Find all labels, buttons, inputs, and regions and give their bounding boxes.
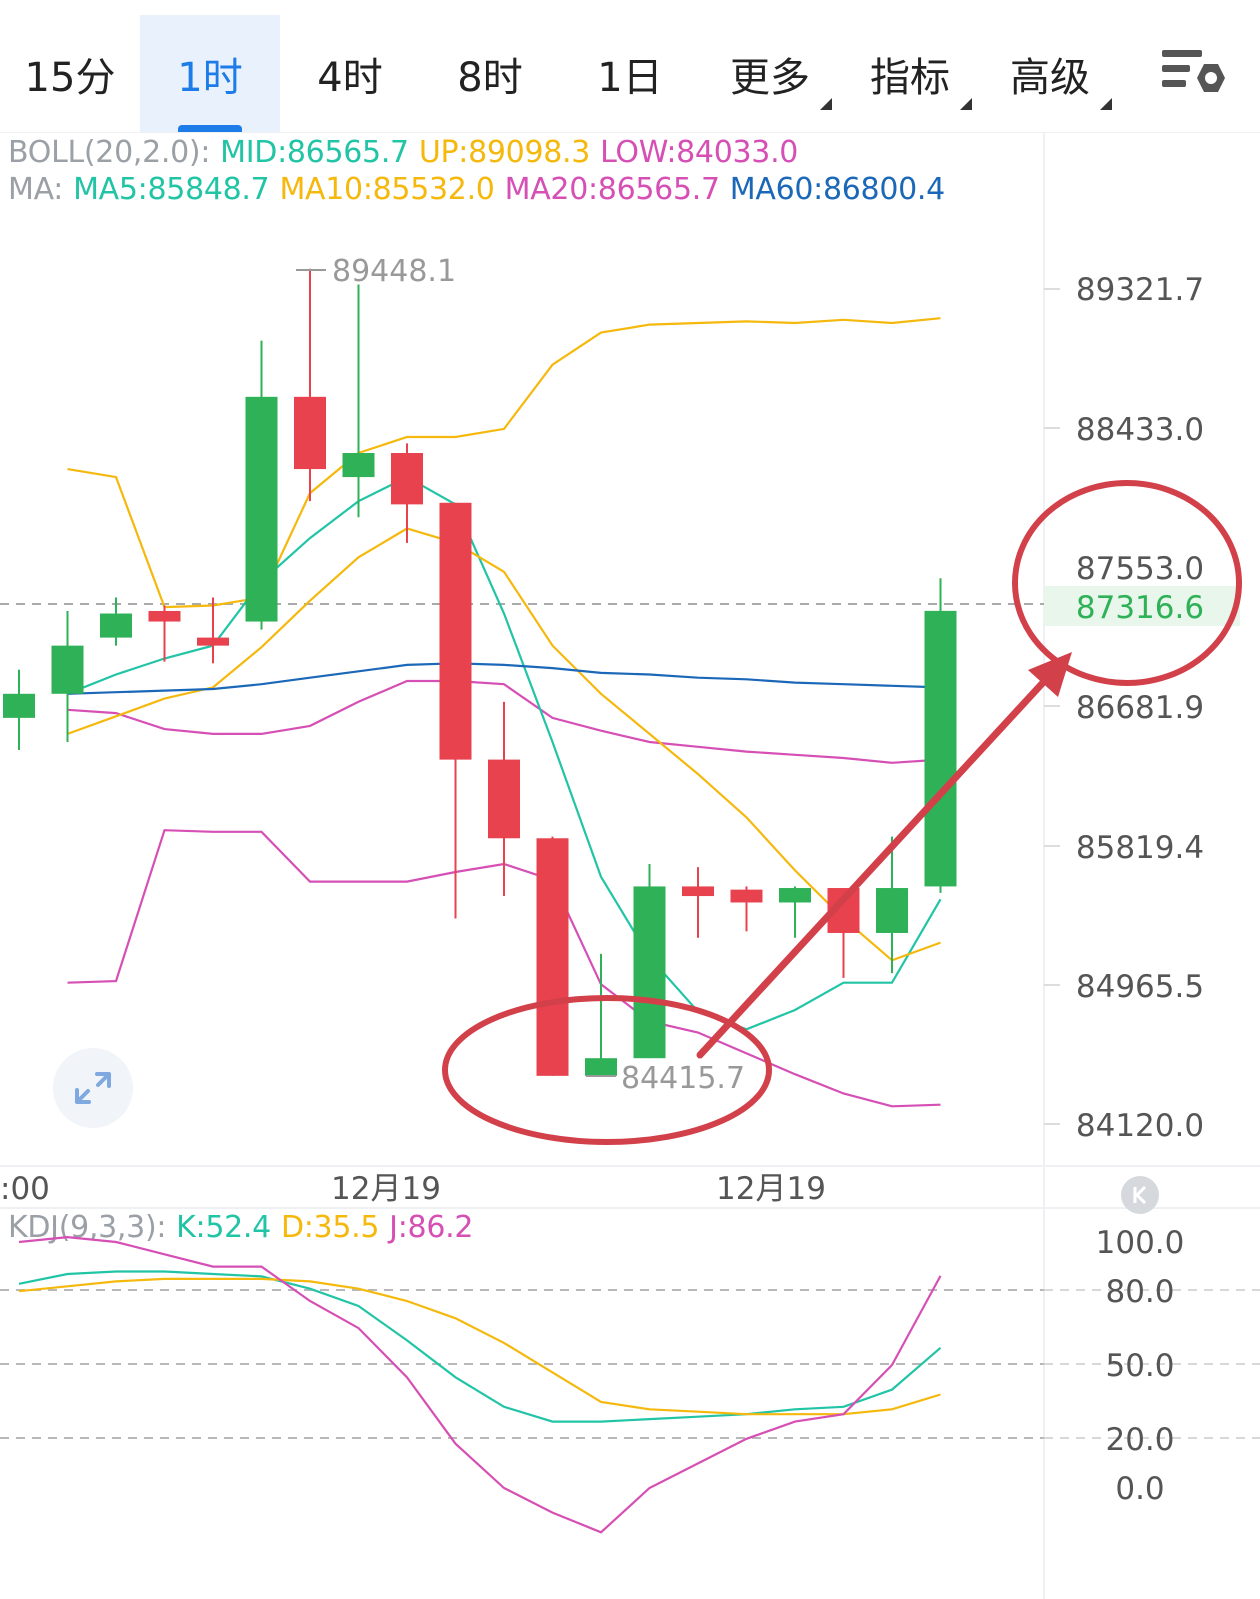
ma-legend: MA: MA5:85848.7 MA10:85532.0 MA20:86565.7 MA… bbox=[8, 172, 955, 207]
candle-body bbox=[391, 453, 423, 505]
boll-low: LOW:84033.0 bbox=[600, 135, 799, 170]
timeframe-tabbar: 15分 1时 4时 8时 1日 更多 指标 高级 bbox=[0, 0, 1260, 133]
tab-label: 1日 bbox=[597, 54, 663, 101]
low-annotation-circle bbox=[442, 995, 772, 1145]
kdj-tick: 50.0 bbox=[1105, 1348, 1174, 1384]
tab-indicators[interactable]: 指标 bbox=[840, 15, 980, 132]
boll-legend: BOLL(20,2.0): MID:86565.7 UP:89098.3 LOW:84… bbox=[8, 135, 808, 170]
kdj-tick: 0.0 bbox=[1115, 1471, 1164, 1507]
candle-body bbox=[245, 396, 278, 622]
candle-body bbox=[633, 886, 666, 1059]
high-price-label: 89448.1 bbox=[332, 254, 456, 289]
candle-body bbox=[342, 453, 375, 478]
boll-name: BOLL(20,2.0): bbox=[8, 135, 211, 170]
kdj-tick: 80.0 bbox=[1105, 1274, 1174, 1310]
tab-label: 高级 bbox=[1010, 54, 1090, 101]
candle-body bbox=[924, 610, 957, 887]
candle-body bbox=[876, 888, 908, 933]
tab-advanced[interactable]: 高级 bbox=[980, 15, 1120, 132]
candle-body bbox=[779, 888, 811, 903]
tab-label: 15分 bbox=[24, 54, 116, 101]
time-tick: 12月19 bbox=[331, 1171, 441, 1207]
candle-body bbox=[51, 645, 84, 694]
kdj-line-k bbox=[18, 1270, 942, 1423]
price-tick: 84120.0 bbox=[1076, 1108, 1204, 1144]
tab-1h[interactable]: 1时 bbox=[140, 15, 280, 132]
trend-arrow-line bbox=[696, 671, 1054, 1059]
kdj-lines bbox=[18, 1235, 942, 1534]
dropdown-triangle-icon bbox=[820, 98, 832, 110]
fullscreen-button[interactable] bbox=[53, 1048, 133, 1128]
candle-body bbox=[682, 886, 714, 897]
series-line-up bbox=[67, 317, 941, 609]
low-price-label: 84415.7 bbox=[621, 1061, 745, 1096]
current-price-tick: 87316.6 bbox=[1076, 590, 1204, 626]
candle-body bbox=[730, 889, 763, 903]
ma10-value: MA10:85532.0 bbox=[279, 172, 495, 207]
candle-body bbox=[536, 838, 569, 1076]
time-tick: 12月19 bbox=[716, 1171, 826, 1207]
kline-reset-button[interactable] bbox=[1121, 1176, 1159, 1214]
tab-4h[interactable]: 4时 bbox=[280, 15, 420, 132]
candle-body bbox=[148, 610, 181, 622]
tab-label: 1时 bbox=[177, 54, 243, 101]
price-tick: 86681.9 bbox=[1076, 690, 1204, 726]
ma60-value: MA60:86800.4 bbox=[729, 172, 945, 207]
active-tab-indicator bbox=[178, 125, 242, 132]
tab-8h[interactable]: 8时 bbox=[420, 15, 560, 132]
tab-label: 4时 bbox=[317, 54, 383, 101]
candlesticks bbox=[3, 268, 957, 1077]
dropdown-triangle-icon bbox=[1100, 98, 1112, 110]
boll-up: UP:89098.3 bbox=[418, 135, 591, 170]
tab-label: 8时 bbox=[457, 54, 523, 101]
ma20-value: MA20:86565.7 bbox=[504, 172, 720, 207]
tab-more[interactable]: 更多 bbox=[700, 15, 840, 132]
price-tick: 89321.7 bbox=[1076, 272, 1204, 308]
series-line-mid bbox=[67, 679, 941, 764]
tab-label: 指标 bbox=[870, 54, 950, 101]
tab-15min[interactable]: 15分 bbox=[0, 15, 140, 132]
candle-body bbox=[100, 613, 132, 638]
time-tick: :00 bbox=[0, 1171, 50, 1207]
price-tick: 87553.0 bbox=[1076, 551, 1204, 587]
ma5-value: MA5:85848.7 bbox=[73, 172, 270, 207]
candle-body bbox=[197, 637, 229, 646]
candle-body bbox=[585, 1058, 617, 1076]
expand-icon bbox=[75, 1072, 111, 1104]
kdj-line-j bbox=[18, 1235, 942, 1534]
boll-mid: MID:86565.7 bbox=[220, 135, 409, 170]
price-tick: 85819.4 bbox=[1076, 830, 1204, 866]
dropdown-triangle-icon bbox=[960, 98, 972, 110]
kdj-line-d bbox=[18, 1277, 941, 1416]
candle-body bbox=[294, 396, 326, 470]
kdj-d: D:35.5 bbox=[280, 1210, 380, 1245]
k-icon bbox=[1133, 1185, 1147, 1205]
kdj-tick: 100.0 bbox=[1096, 1225, 1185, 1261]
kdj-k: K:52.4 bbox=[176, 1210, 271, 1245]
candle-body bbox=[488, 759, 520, 839]
series-line-ma60 bbox=[67, 662, 941, 695]
chart-settings-icon[interactable] bbox=[1162, 48, 1232, 108]
tab-1d[interactable]: 1日 bbox=[560, 15, 700, 132]
price-chart[interactable]: 89321.7 88433.0 87553.0 87316.6 86681.9 … bbox=[0, 132, 1260, 1599]
ma-name: MA: bbox=[8, 172, 64, 207]
kdj-tick: 20.0 bbox=[1105, 1422, 1174, 1458]
candle-body bbox=[439, 502, 472, 760]
current-price-highlight bbox=[1044, 586, 1240, 626]
series-line-ma10 bbox=[67, 527, 941, 962]
candle-body bbox=[3, 693, 35, 718]
price-tick: 88433.0 bbox=[1076, 412, 1204, 448]
target-annotation-circle bbox=[1012, 480, 1242, 686]
price-tick: 84965.5 bbox=[1076, 969, 1204, 1005]
trend-arrow-head bbox=[1028, 652, 1072, 697]
kdj-j: J:86.2 bbox=[389, 1210, 474, 1245]
tab-label: 更多 bbox=[730, 54, 810, 101]
